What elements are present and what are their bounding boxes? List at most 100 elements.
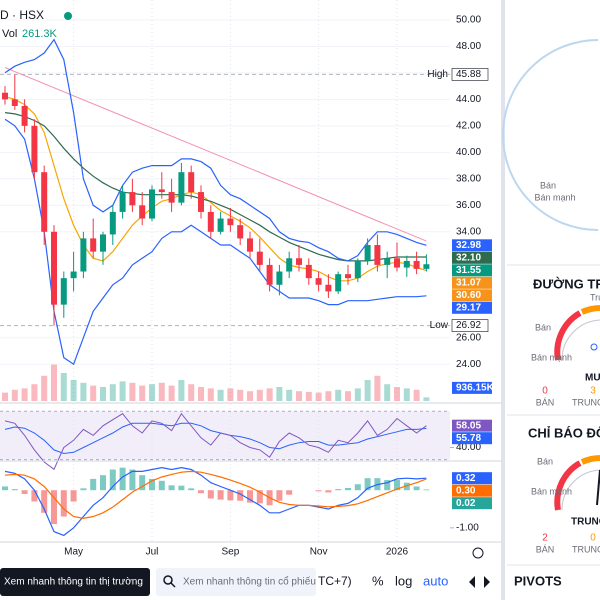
volume-bar	[423, 397, 430, 401]
volume-bar	[51, 364, 57, 401]
symbol: D · HSX	[0, 8, 44, 22]
macd-histogram	[149, 478, 155, 491]
candle-body	[90, 238, 97, 252]
candle-body	[21, 105, 28, 126]
volume-bar	[149, 384, 155, 401]
volume-bar	[227, 388, 234, 401]
volume-bar	[403, 388, 410, 401]
macd-histogram	[41, 490, 48, 513]
candle-body	[217, 218, 224, 232]
candle-body	[305, 264, 312, 279]
sell-count: 2	[542, 533, 548, 544]
candle-body	[384, 258, 391, 265]
macd-histogram	[354, 484, 361, 491]
section-title: ĐƯỜNG TRU	[533, 276, 600, 291]
candle-body	[394, 258, 400, 268]
volume-bar	[11, 389, 18, 401]
chart-area: 50.0048.0046.0044.0042.0040.0038.0036.00…	[0, 0, 495, 558]
candle-body	[31, 125, 38, 173]
volume-bar	[325, 391, 332, 401]
timezone[interactable]: TC+7)	[318, 574, 352, 588]
macd-histogram	[237, 490, 244, 501]
volume-bar	[41, 375, 48, 401]
volume-bar	[384, 384, 391, 401]
neutral-count: 0	[590, 533, 596, 544]
volume-bar	[31, 384, 38, 401]
search-box[interactable]	[156, 568, 316, 596]
scroll-left[interactable]	[469, 576, 475, 588]
value-box	[452, 276, 492, 289]
market-button-label: Xem nhanh thông tin thị trường	[4, 577, 143, 588]
x-tick-label: Sep	[222, 547, 240, 558]
volume-bar	[60, 373, 67, 401]
volume-bar	[198, 387, 204, 401]
macd-histogram	[70, 490, 77, 502]
y-tick-label: 40.00	[456, 147, 481, 158]
value-box-label: 32.98	[456, 240, 481, 251]
neutral-count: 3	[590, 386, 596, 397]
volume-bar	[100, 387, 106, 401]
gauge-strong-sell-label: Bán mạnh	[531, 352, 572, 362]
x-tick-label: Jul	[146, 547, 159, 558]
candle-body	[41, 172, 48, 232]
scroll-right[interactable]	[484, 576, 490, 588]
auto-toggle[interactable]: auto	[423, 573, 448, 588]
macd-signal	[4, 470, 427, 520]
volume-bar	[217, 389, 224, 401]
candle-body	[403, 260, 410, 268]
value-box-label: 936.15K	[456, 383, 495, 394]
value-box-label: 0.02	[456, 498, 476, 509]
y-tick-label: 44.00	[456, 94, 481, 105]
gauge-reading: MUA	[585, 373, 600, 384]
candle-body	[188, 172, 195, 193]
value-box-label: 29.17	[456, 302, 481, 313]
y-tick-label: 48.00	[456, 41, 481, 52]
candle-body	[158, 189, 165, 193]
macd-histogram	[403, 482, 410, 491]
trendline	[4, 67, 427, 242]
volume-bar	[394, 387, 400, 401]
candle-body	[296, 258, 302, 265]
volume-bar	[413, 389, 420, 401]
volume-bar	[178, 380, 185, 401]
macd-histogram	[168, 485, 175, 491]
macd-histogram	[178, 485, 185, 491]
macd-histogram	[286, 490, 293, 495]
level-value: 26.92	[456, 320, 481, 331]
volume-bar	[70, 380, 77, 401]
gauge-sell	[554, 460, 582, 511]
macd-histogram	[335, 489, 342, 491]
candle-body	[335, 274, 342, 292]
search-icon	[170, 582, 176, 588]
log-toggle[interactable]: log	[395, 573, 412, 588]
value-box	[452, 251, 492, 264]
volume-bar	[335, 389, 342, 401]
value-box	[452, 484, 492, 497]
x-tick-label: Nov	[310, 547, 328, 558]
value-box-label: 55.78	[456, 433, 481, 444]
volume-bar	[345, 391, 351, 401]
volume-bar	[139, 385, 146, 401]
settings-icon[interactable]	[472, 547, 484, 559]
candle-body	[119, 192, 126, 212]
candle-body	[286, 258, 293, 272]
x-tick-label: 2026	[386, 547, 409, 558]
macd-histogram	[325, 490, 332, 493]
gauge-inner	[561, 319, 600, 361]
volume-bar	[188, 384, 195, 401]
y-tick-label: 42.00	[456, 120, 481, 131]
macd-histogram	[247, 490, 253, 503]
gauge-strong-sell-label: Bán mạnh	[531, 486, 572, 496]
macd-histogram	[227, 490, 234, 501]
section-title[interactable]: PIVOTS	[514, 573, 562, 588]
value-box	[452, 301, 492, 314]
macd-histogram	[207, 490, 214, 499]
market-button[interactable]	[0, 568, 150, 596]
y-tick-label: -1.00	[456, 522, 479, 533]
candle-body	[423, 264, 430, 269]
indicator-line	[4, 112, 427, 262]
percent-toggle[interactable]: %	[372, 573, 384, 588]
gauge-inner	[561, 469, 600, 511]
level-name: High	[427, 69, 448, 80]
